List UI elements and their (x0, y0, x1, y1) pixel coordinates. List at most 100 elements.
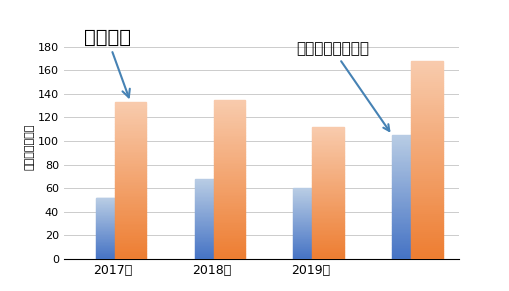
Bar (391, 222, 423, 223)
Bar (410, 217, 442, 219)
Bar (312, 255, 343, 256)
Bar (410, 154, 442, 156)
Bar (213, 258, 245, 259)
Bar (410, 122, 442, 124)
Bar (213, 253, 245, 254)
Bar (194, 197, 226, 198)
Bar (391, 203, 423, 205)
Bar (115, 162, 146, 163)
Bar (312, 182, 343, 184)
Bar (391, 167, 423, 168)
Bar (115, 119, 146, 121)
Bar (115, 134, 146, 135)
Bar (312, 249, 343, 250)
Bar (115, 198, 146, 199)
Bar (410, 205, 442, 207)
Bar (194, 251, 226, 252)
Bar (115, 159, 146, 160)
Bar (410, 128, 442, 130)
Bar (213, 242, 245, 243)
Bar (115, 170, 146, 171)
Bar (410, 178, 442, 180)
Bar (410, 114, 442, 116)
Bar (391, 239, 423, 240)
Bar (410, 253, 442, 255)
Bar (115, 250, 146, 251)
Bar (293, 233, 324, 234)
Bar (115, 132, 146, 134)
Bar (213, 246, 245, 248)
Bar (293, 252, 324, 253)
Bar (293, 203, 324, 204)
Bar (410, 182, 442, 184)
Bar (293, 220, 324, 221)
Bar (410, 210, 442, 212)
Bar (115, 176, 146, 178)
Bar (312, 229, 343, 230)
Bar (115, 180, 146, 182)
Bar (410, 186, 442, 188)
Bar (391, 245, 423, 246)
Bar (194, 246, 226, 247)
Bar (213, 176, 245, 178)
Bar (115, 195, 146, 196)
Bar (96, 232, 127, 233)
Bar (115, 160, 146, 162)
Bar (115, 184, 146, 185)
Bar (293, 248, 324, 249)
Bar (410, 144, 442, 146)
Bar (391, 150, 423, 151)
Bar (213, 100, 245, 101)
Bar (213, 136, 245, 138)
Bar (213, 103, 245, 104)
Bar (213, 211, 245, 213)
Bar (115, 203, 146, 204)
Bar (391, 141, 423, 143)
Bar (115, 242, 146, 243)
Bar (410, 142, 442, 144)
Bar (115, 115, 146, 116)
Bar (391, 146, 423, 148)
Bar (410, 241, 442, 243)
Bar (410, 164, 442, 166)
Bar (115, 223, 146, 224)
Bar (312, 152, 343, 153)
Bar (213, 187, 245, 189)
Bar (96, 253, 127, 254)
Bar (115, 210, 146, 212)
Bar (213, 109, 245, 111)
Bar (194, 232, 226, 233)
Bar (213, 224, 245, 226)
Bar (115, 251, 146, 253)
Bar (391, 205, 423, 206)
Bar (410, 231, 442, 233)
Bar (194, 255, 226, 256)
Bar (194, 248, 226, 249)
Bar (194, 200, 226, 201)
Bar (391, 246, 423, 248)
Bar (194, 243, 226, 244)
Bar (115, 109, 146, 110)
Bar (410, 215, 442, 217)
Bar (410, 221, 442, 223)
Bar (391, 234, 423, 235)
Bar (312, 135, 343, 136)
Bar (293, 236, 324, 237)
Bar (194, 236, 226, 237)
Bar (194, 237, 226, 238)
Bar (115, 199, 146, 201)
Bar (213, 205, 245, 206)
Bar (194, 214, 226, 215)
Bar (312, 254, 343, 255)
Bar (115, 127, 146, 129)
Bar (410, 251, 442, 253)
Bar (312, 168, 343, 169)
Bar (410, 162, 442, 164)
Bar (391, 152, 423, 154)
Bar (391, 212, 423, 213)
Bar (293, 254, 324, 255)
Bar (410, 188, 442, 190)
Bar (312, 184, 343, 185)
Bar (96, 243, 127, 244)
Bar (115, 232, 146, 234)
